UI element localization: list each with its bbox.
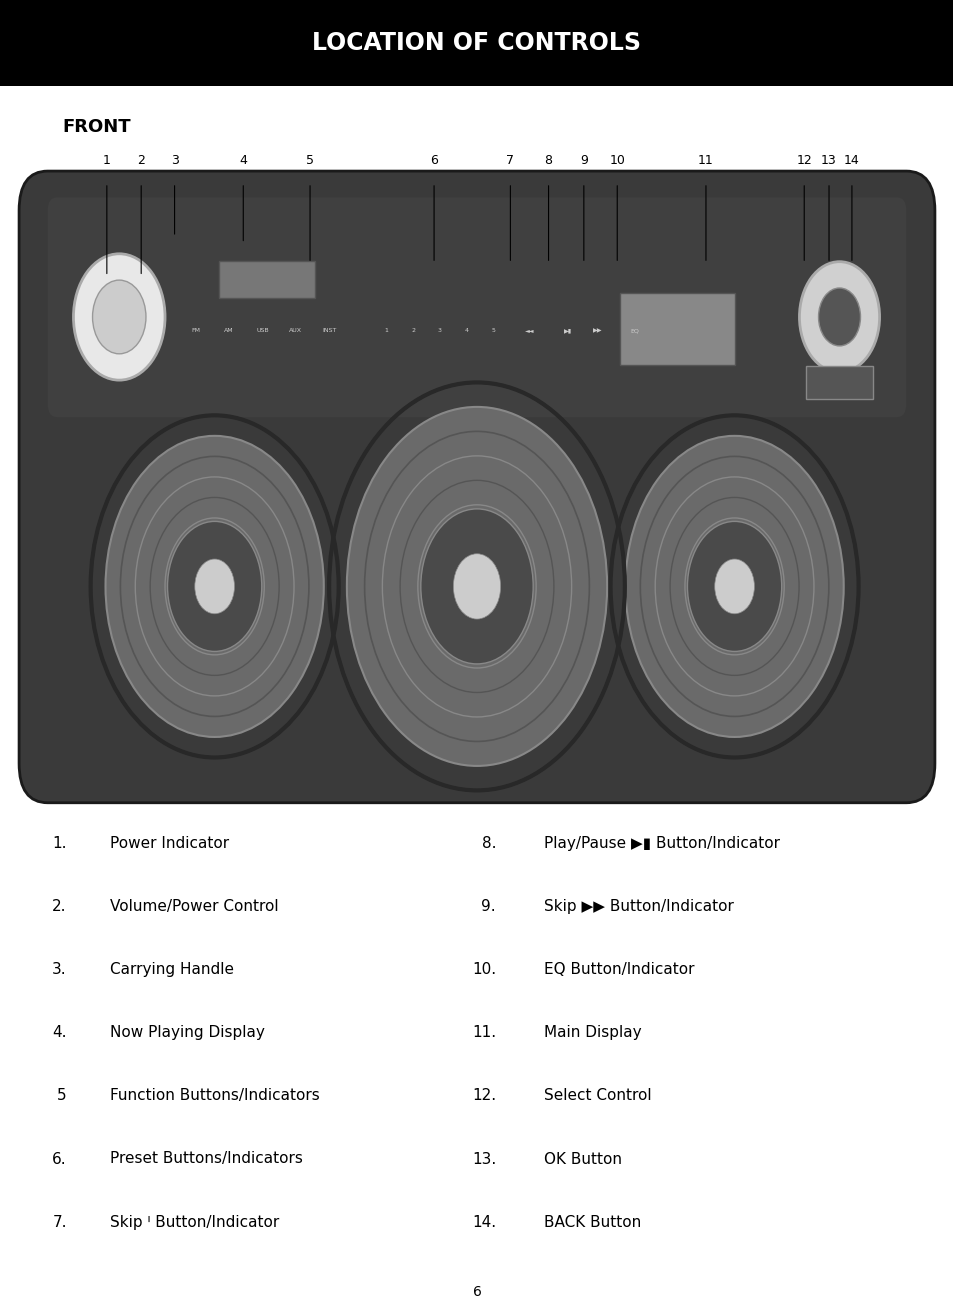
Text: ◄◄: ◄◄ bbox=[524, 328, 534, 333]
Text: USB: USB bbox=[255, 328, 269, 333]
Text: EQ Button/Indicator: EQ Button/Indicator bbox=[543, 962, 694, 976]
Text: 13.: 13. bbox=[472, 1152, 496, 1166]
FancyBboxPatch shape bbox=[0, 0, 953, 86]
Text: 6: 6 bbox=[430, 154, 437, 167]
Text: 11: 11 bbox=[698, 154, 713, 167]
Text: Volume/Power Control: Volume/Power Control bbox=[110, 899, 278, 913]
Text: 8: 8 bbox=[544, 154, 552, 167]
Text: 10: 10 bbox=[609, 154, 624, 167]
Circle shape bbox=[106, 436, 323, 737]
Text: 10.: 10. bbox=[472, 962, 496, 976]
FancyBboxPatch shape bbox=[219, 261, 314, 297]
Text: Main Display: Main Display bbox=[543, 1025, 640, 1040]
Text: 1: 1 bbox=[384, 328, 388, 333]
Text: AUX: AUX bbox=[289, 328, 302, 333]
Circle shape bbox=[347, 407, 606, 766]
Text: OK Button: OK Button bbox=[543, 1152, 621, 1166]
Text: 9: 9 bbox=[579, 154, 587, 167]
Circle shape bbox=[799, 262, 879, 372]
Circle shape bbox=[714, 559, 754, 613]
Text: ▶▮: ▶▮ bbox=[563, 328, 571, 333]
Text: Preset Buttons/Indicators: Preset Buttons/Indicators bbox=[110, 1152, 302, 1166]
FancyBboxPatch shape bbox=[48, 197, 905, 417]
Text: EQ: EQ bbox=[629, 328, 639, 333]
Text: 11.: 11. bbox=[472, 1025, 496, 1040]
Circle shape bbox=[194, 559, 234, 613]
Text: 5: 5 bbox=[57, 1088, 67, 1103]
Text: Power Indicator: Power Indicator bbox=[110, 836, 229, 850]
Text: FRONT: FRONT bbox=[62, 118, 131, 137]
Text: 9.: 9. bbox=[481, 899, 496, 913]
Text: 14.: 14. bbox=[472, 1215, 496, 1229]
Text: INST: INST bbox=[321, 328, 336, 333]
Circle shape bbox=[168, 521, 261, 651]
Text: LOCATION OF CONTROLS: LOCATION OF CONTROLS bbox=[313, 30, 640, 55]
Text: Now Playing Display: Now Playing Display bbox=[110, 1025, 264, 1040]
Text: 7: 7 bbox=[506, 154, 514, 167]
Text: Play/Pause ▶▮ Button/Indicator: Play/Pause ▶▮ Button/Indicator bbox=[543, 836, 779, 850]
Text: Select Control: Select Control bbox=[543, 1088, 651, 1103]
Text: Skip ▶▶ Button/Indicator: Skip ▶▶ Button/Indicator bbox=[543, 899, 733, 913]
Text: 2: 2 bbox=[411, 328, 415, 333]
Text: 3: 3 bbox=[437, 328, 441, 333]
Text: 5: 5 bbox=[491, 328, 495, 333]
Text: 8.: 8. bbox=[481, 836, 496, 850]
Text: 13: 13 bbox=[821, 154, 836, 167]
Text: 4: 4 bbox=[464, 328, 468, 333]
Text: Carrying Handle: Carrying Handle bbox=[110, 962, 233, 976]
Circle shape bbox=[92, 280, 146, 354]
Text: 6.: 6. bbox=[52, 1152, 67, 1166]
FancyBboxPatch shape bbox=[19, 171, 934, 803]
FancyBboxPatch shape bbox=[619, 293, 734, 366]
Text: 4.: 4. bbox=[52, 1025, 67, 1040]
Circle shape bbox=[818, 288, 860, 346]
Text: FM: FM bbox=[191, 328, 200, 333]
Circle shape bbox=[420, 509, 533, 663]
Text: 12: 12 bbox=[796, 154, 811, 167]
Text: Skip ᑊ Button/Indicator: Skip ᑊ Button/Indicator bbox=[110, 1215, 278, 1229]
Text: 14: 14 bbox=[843, 154, 859, 167]
Circle shape bbox=[625, 436, 842, 737]
Text: 12.: 12. bbox=[472, 1088, 496, 1103]
Text: 7.: 7. bbox=[52, 1215, 67, 1229]
Circle shape bbox=[687, 521, 781, 651]
FancyBboxPatch shape bbox=[805, 366, 872, 399]
Text: 1: 1 bbox=[103, 154, 111, 167]
Text: 2: 2 bbox=[137, 154, 145, 167]
Text: 5: 5 bbox=[306, 154, 314, 167]
Text: 6: 6 bbox=[472, 1286, 481, 1299]
Text: ▶▶: ▶▶ bbox=[593, 328, 602, 333]
Text: Function Buttons/Indicators: Function Buttons/Indicators bbox=[110, 1088, 319, 1103]
Text: 3.: 3. bbox=[52, 962, 67, 976]
Text: 2.: 2. bbox=[52, 899, 67, 913]
Text: 3: 3 bbox=[171, 154, 178, 167]
Text: 4: 4 bbox=[239, 154, 247, 167]
Circle shape bbox=[73, 254, 165, 380]
Text: AM: AM bbox=[224, 328, 233, 333]
Circle shape bbox=[453, 554, 500, 619]
Text: 1.: 1. bbox=[52, 836, 67, 850]
Text: BACK Button: BACK Button bbox=[543, 1215, 640, 1229]
